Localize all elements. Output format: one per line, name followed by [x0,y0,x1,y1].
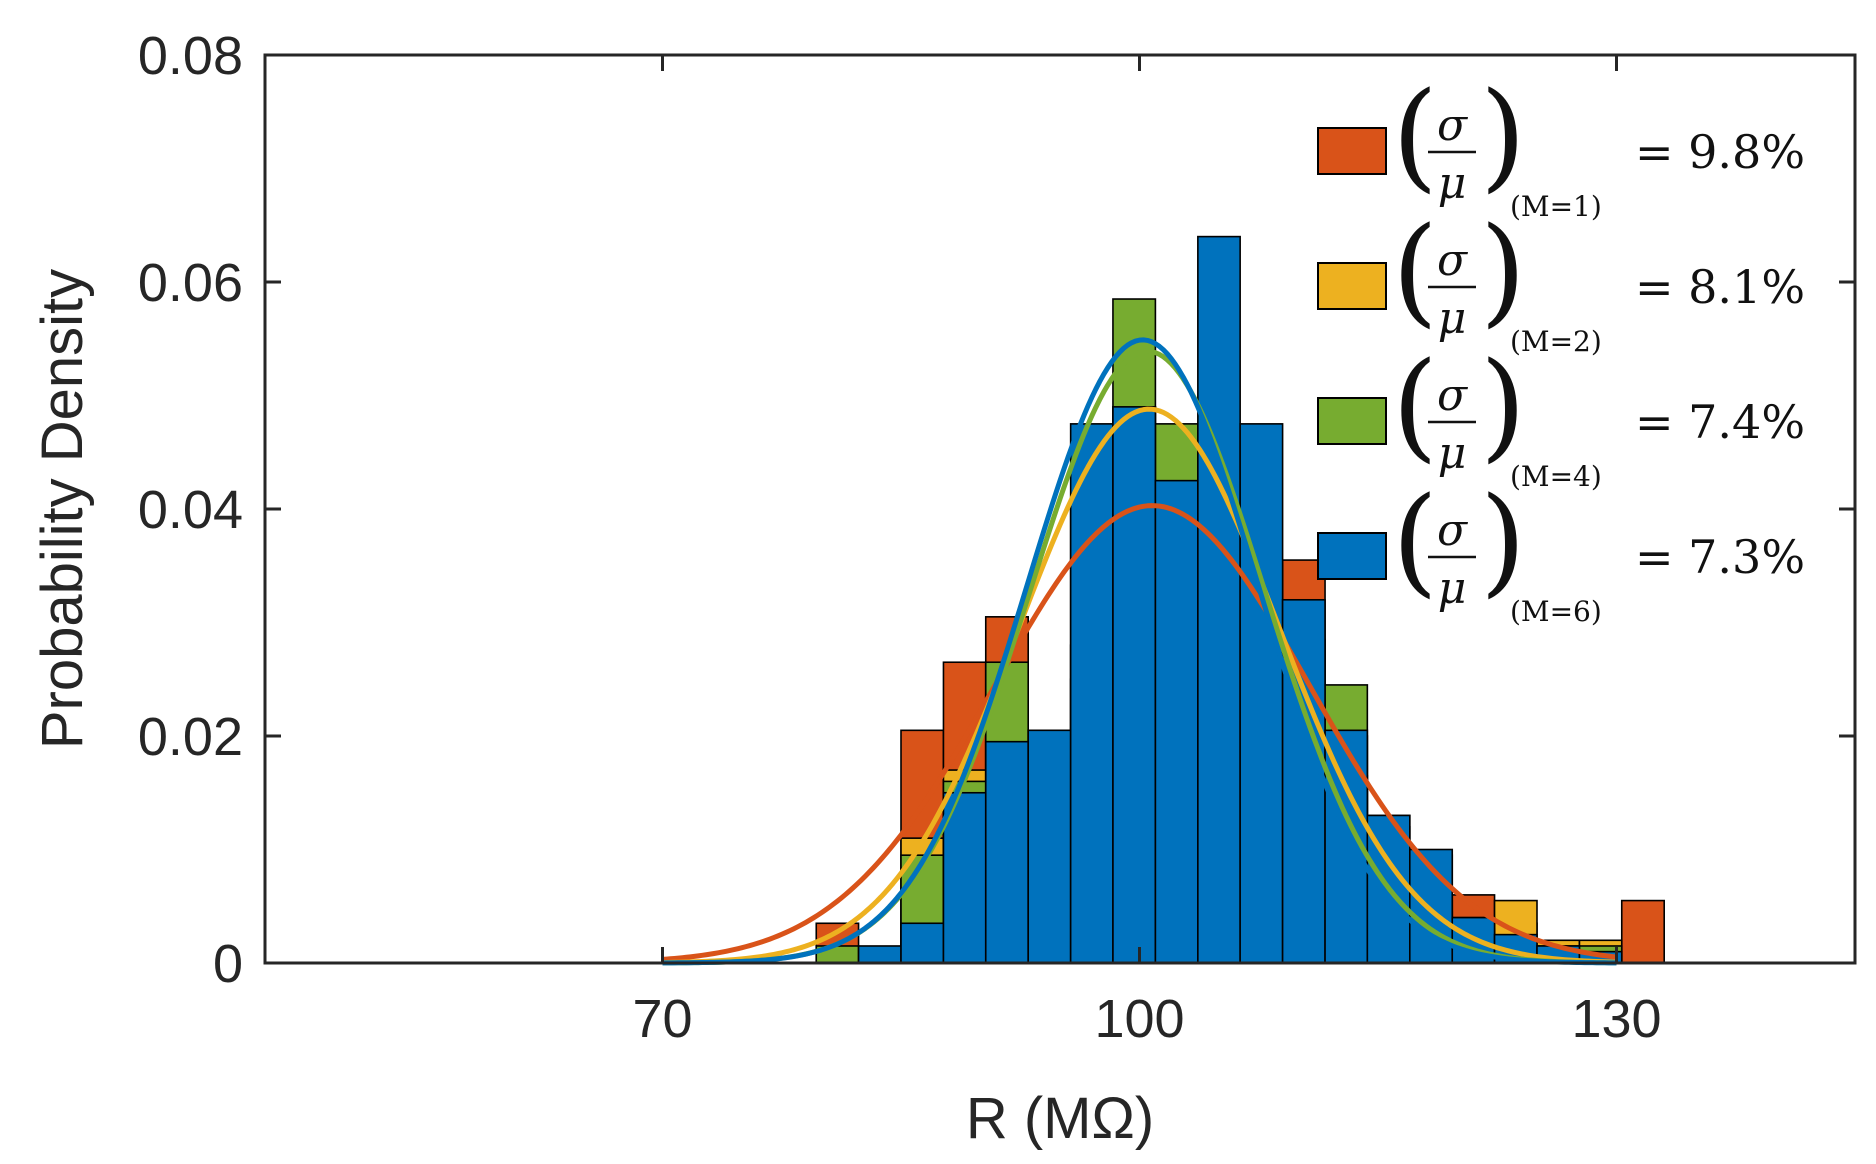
legend-swatch [1317,127,1387,175]
x-axis-label: R (MΩ) [966,1086,1154,1151]
bar-m6-bin-4 [942,791,987,964]
bar-m6-bin-7 [1069,423,1114,964]
legend-subscript: (M=4) [1510,460,1602,493]
bar-m6-bin-3 [900,922,945,964]
legend-right-paren: ) [1480,66,1526,204]
y-tick-label: 0 [213,934,243,994]
y-tick-label: 0.04 [138,480,243,540]
bar-m6-bin-8 [1112,406,1157,964]
legend-mu: μ [1438,158,1467,209]
y-tick-label: 0.02 [138,707,243,767]
fit-curve-m1 [662,503,1617,962]
legend-subscript: (M=1) [1510,190,1602,223]
legend-left-paren: ( [1392,471,1438,609]
x-tick-label: 100 [1094,989,1184,1049]
legend-left-paren: ( [1392,66,1438,204]
y-axis-label: Probability Density [30,269,95,749]
axis-ticks: 70 100 130 0 0.02 0.04 0.06 0.08 [138,26,1855,1049]
legend-right-paren: ) [1480,471,1526,609]
legend: (σμ)(M=1)= 9.8%(σμ)(M=2)= 8.1%(σμ)(M=4)=… [1317,66,1805,628]
legend-mu: μ [1438,428,1467,479]
legend-swatch [1317,262,1387,310]
y-tick-label: 0.08 [138,26,243,86]
legend-sigma: σ [1437,505,1469,556]
legend-mu: μ [1438,563,1467,614]
legend-sigma: σ [1437,370,1469,421]
bar-m1-bin-20 [1620,899,1665,964]
bar-m6-bin-11 [1239,423,1284,964]
fit-curve-m6 [662,337,1617,966]
x-tick-label: 70 [632,989,692,1049]
legend-entry-m4: (σμ)(M=4) = 7.4% [1317,336,1805,493]
bar-m6-bin-2 [857,945,902,964]
legend-right-paren: ) [1480,336,1526,474]
legend-value: = 7.4% [1635,395,1805,449]
legend-swatch [1317,397,1387,445]
fit-curves [662,337,1617,966]
bar-m6-bin-6 [1027,729,1072,964]
legend-sigma: σ [1437,100,1469,151]
legend-value: = 9.8% [1635,125,1805,179]
legend-mu: μ [1438,293,1467,344]
legend-subscript: (M=2) [1510,325,1602,358]
legend-sigma: σ [1437,235,1469,286]
legend-subscript: (M=6) [1510,595,1602,628]
legend-left-paren: ( [1392,201,1438,339]
fit-curve-m2 [662,406,1617,965]
bar-m6-bin-10 [1197,235,1241,964]
legend-entry-m1: (σμ)(M=1) = 9.8% [1317,66,1805,223]
legend-entry-m6: (σμ)(M=6) = 7.3% [1317,471,1805,628]
bar-m6-bin-5 [984,740,1030,964]
y-tick-label: 0.06 [138,253,243,313]
legend-value: = 8.1% [1635,260,1805,314]
legend-value: = 7.3% [1635,530,1805,584]
legend-right-paren: ) [1480,201,1526,339]
x-tick-label: 130 [1571,989,1661,1049]
bar-m6-bin-9 [1154,479,1199,964]
legend-swatch [1317,532,1387,580]
legend-left-paren: ( [1392,336,1438,474]
legend-entry-m2: (σμ)(M=2) = 8.1% [1317,201,1805,358]
